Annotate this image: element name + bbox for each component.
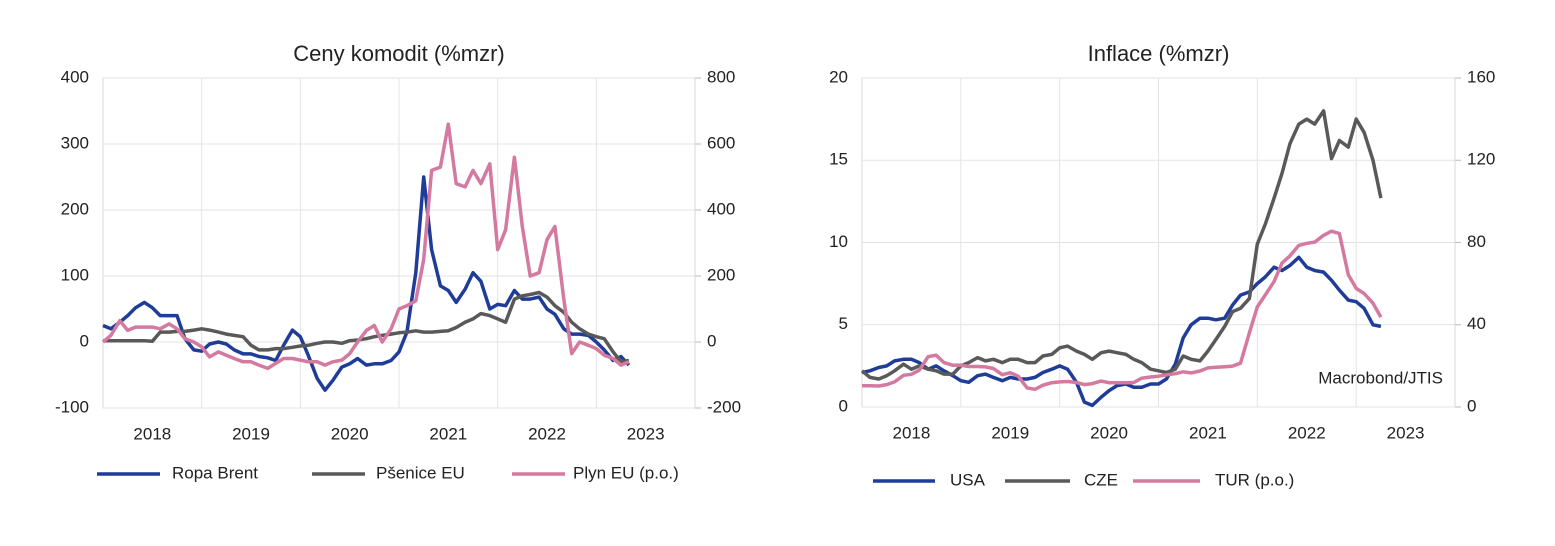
y-tick-label: 400: [61, 67, 89, 86]
y2-tick-label: 0: [707, 331, 716, 350]
y2-tick-label: -200: [707, 397, 741, 416]
y-tick-label: 0: [839, 396, 848, 415]
y-tick-label: -100: [55, 397, 89, 416]
annotation: Macrobond/JTIS: [1318, 368, 1443, 387]
series-line: [103, 290, 630, 364]
y2-tick-label: 120: [1467, 150, 1495, 169]
x-tick-label: 2021: [1189, 423, 1227, 442]
y2-tick-label: 0: [1467, 396, 1476, 415]
y-tick-label: 20: [829, 67, 848, 86]
chart-title: Ceny komodit (%mzr): [293, 41, 504, 66]
y-tick-label: 100: [61, 265, 89, 284]
x-tick-label: 2023: [627, 424, 665, 443]
x-tick-label: 2018: [133, 424, 171, 443]
y-tick-label: 5: [839, 314, 848, 333]
legend-label: Ropa Brent: [172, 463, 258, 482]
legend-label: Pšenice EU: [376, 463, 465, 482]
x-tick-label: 2019: [232, 424, 270, 443]
y2-tick-label: 800: [707, 67, 735, 86]
x-tick-label: 2021: [429, 424, 467, 443]
y2-tick-label: 200: [707, 265, 735, 284]
x-tick-label: 2019: [991, 423, 1029, 442]
chart-title: Inflace (%mzr): [1088, 41, 1230, 66]
y2-tick-label: 400: [707, 199, 735, 218]
y2-tick-label: 600: [707, 133, 735, 152]
y-tick-label: 15: [829, 150, 848, 169]
legend-label: USA: [950, 470, 986, 489]
series-line: [102, 175, 631, 392]
x-tick-label: 2023: [1387, 423, 1425, 442]
y-tick-label: 10: [829, 232, 848, 251]
y-tick-label: 200: [61, 199, 89, 218]
series-line: [860, 109, 1383, 381]
x-tick-label: 2020: [1090, 423, 1128, 442]
x-tick-label: 2020: [331, 424, 369, 443]
y-tick-label: 300: [61, 133, 89, 152]
x-tick-label: 2022: [528, 424, 566, 443]
legend-label: CZE: [1084, 470, 1118, 489]
y2-tick-label: 80: [1467, 232, 1486, 251]
x-tick-label: 2018: [893, 423, 931, 442]
y2-tick-label: 40: [1467, 314, 1486, 333]
y2-tick-label: 160: [1467, 67, 1495, 86]
series-line: [101, 122, 630, 371]
series-line: [862, 229, 1383, 392]
y-tick-label: 0: [80, 331, 89, 350]
x-tick-label: 2022: [1288, 423, 1326, 442]
legend-label: TUR (p.o.): [1215, 470, 1294, 489]
legend-label: Plyn EU (p.o.): [573, 463, 679, 482]
